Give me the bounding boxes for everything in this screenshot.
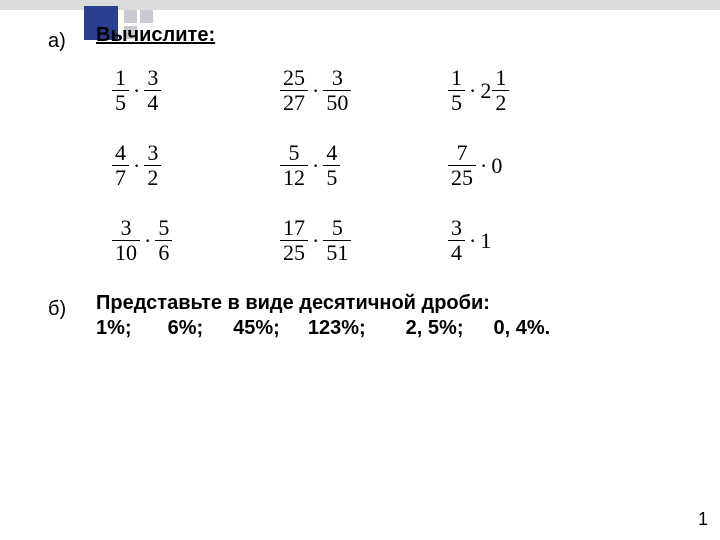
percent-item: 45%; — [233, 317, 280, 340]
fraction: 1725 — [280, 217, 308, 264]
percent-item: 0, 4%. — [493, 317, 550, 340]
math-row: 15·342527·35015·212 — [112, 67, 678, 114]
multiply-dot: · — [465, 78, 480, 104]
fraction: 12 — [492, 67, 509, 114]
percent-item: 2, 5%; — [406, 317, 464, 340]
math-cell: 34·1 — [448, 217, 616, 264]
math-grid: 15·342527·35015·21247·32512·45725·0310·5… — [112, 67, 678, 264]
math-cell: 512·45 — [280, 142, 448, 189]
fraction: 56 — [155, 217, 172, 264]
numerator: 5 — [286, 142, 303, 165]
numerator: 3 — [329, 67, 346, 90]
fraction: 34 — [448, 217, 465, 264]
multiply-dot: · — [129, 153, 144, 179]
denominator: 2 — [492, 90, 509, 114]
percent-item: 123%; — [308, 317, 366, 340]
multiply-dot: · — [140, 228, 155, 254]
slide-content: а) Вычислите: 15·342527·35015·21247·3251… — [48, 18, 678, 340]
part-a-title: Вычислите: — [96, 24, 678, 47]
numerator: 1 — [112, 67, 129, 90]
multiply-dot: · — [129, 78, 144, 104]
math-row: 47·32512·45725·0 — [112, 142, 678, 189]
integer: 0 — [491, 153, 502, 179]
integer: 1 — [480, 228, 491, 254]
percent-list: 1%; 6%; 45%; 123%; 2, 5%; 0, 4%. — [96, 317, 678, 340]
numerator: 3 — [144, 67, 161, 90]
part-b-label: б) — [48, 298, 88, 321]
math-cell: 725·0 — [448, 142, 616, 189]
fraction: 310 — [112, 217, 140, 264]
fraction: 15 — [448, 67, 465, 114]
fraction: 512 — [280, 142, 308, 189]
denominator: 25 — [448, 165, 476, 189]
whole-number: 2 — [480, 78, 492, 104]
fraction: 34 — [144, 67, 161, 114]
numerator: 3 — [144, 142, 161, 165]
multiply-dot: · — [308, 228, 323, 254]
denominator: 6 — [155, 240, 172, 264]
denominator: 4 — [144, 90, 161, 114]
part-a-label: а) — [48, 30, 88, 53]
math-cell: 15·34 — [112, 67, 280, 114]
denominator: 2 — [144, 165, 161, 189]
denominator: 4 — [448, 240, 465, 264]
denominator: 5 — [112, 90, 129, 114]
multiply-dot: · — [465, 228, 480, 254]
multiply-dot: · — [476, 153, 491, 179]
fraction: 551 — [323, 217, 351, 264]
numerator: 1 — [448, 67, 465, 90]
denominator: 12 — [280, 165, 308, 189]
multiply-dot: · — [308, 153, 323, 179]
numerator: 5 — [155, 217, 172, 240]
denominator: 5 — [448, 90, 465, 114]
multiply-dot: · — [308, 78, 323, 104]
numerator: 25 — [280, 67, 308, 90]
numerator: 4 — [323, 142, 340, 165]
denominator: 25 — [280, 240, 308, 264]
denominator: 51 — [323, 240, 351, 264]
denominator: 5 — [323, 165, 340, 189]
numerator: 4 — [112, 142, 129, 165]
math-row: 310·561725·55134·1 — [112, 217, 678, 264]
fraction: 350 — [323, 67, 351, 114]
numerator: 1 — [492, 67, 509, 90]
fraction: 2527 — [280, 67, 308, 114]
denominator: 50 — [323, 90, 351, 114]
numerator: 5 — [329, 217, 346, 240]
numerator: 3 — [448, 217, 465, 240]
fraction: 15 — [112, 67, 129, 114]
fraction: 47 — [112, 142, 129, 189]
denominator: 10 — [112, 240, 140, 264]
math-cell: 15·212 — [448, 67, 616, 114]
math-cell: 47·32 — [112, 142, 280, 189]
math-cell: 2527·350 — [280, 67, 448, 114]
fraction: 32 — [144, 142, 161, 189]
part-b: б) Представьте в виде десятичной дроби: … — [48, 292, 678, 340]
page-number: 1 — [698, 509, 708, 530]
fraction: 725 — [448, 142, 476, 189]
percent-item: 1%; — [96, 317, 132, 340]
numerator: 17 — [280, 217, 308, 240]
numerator: 3 — [118, 217, 135, 240]
denominator: 27 — [280, 90, 308, 114]
percent-item: 6%; — [168, 317, 204, 340]
fraction: 45 — [323, 142, 340, 189]
numerator: 7 — [454, 142, 471, 165]
denominator: 7 — [112, 165, 129, 189]
part-b-prompt: Представьте в виде десятичной дроби: — [96, 292, 678, 315]
math-cell: 310·56 — [112, 217, 280, 264]
math-cell: 1725·551 — [280, 217, 448, 264]
